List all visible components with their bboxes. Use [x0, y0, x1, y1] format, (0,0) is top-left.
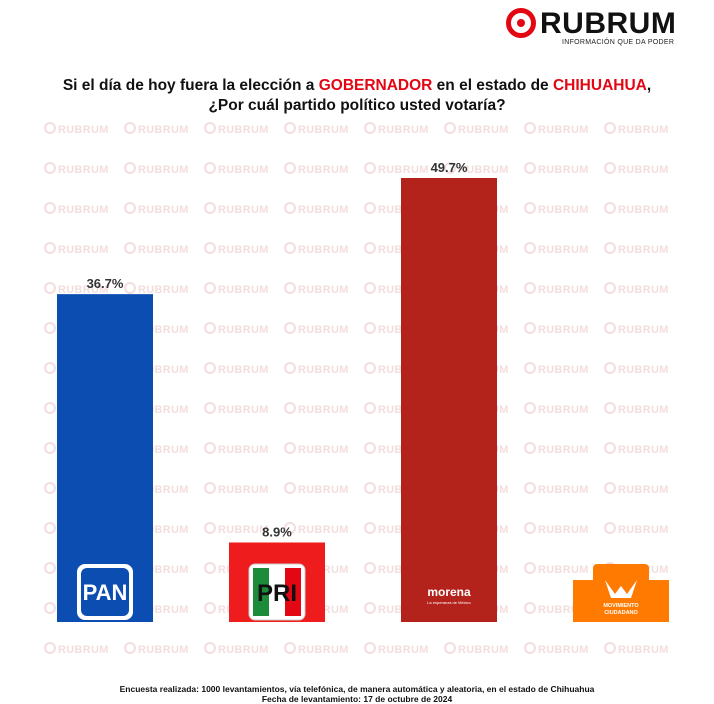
watermark-text: RUBRUM [204, 202, 269, 216]
watermark-text: RUBRUM [124, 122, 189, 136]
question-line-1: Si el día de hoy fuera la elección a GOB… [0, 76, 714, 96]
pri-logo-green [253, 568, 269, 616]
watermark-text: RUBRUM [124, 162, 189, 176]
watermark-text: RUBRUM [204, 442, 269, 456]
morena-logo-text: morena [427, 585, 471, 599]
watermark-text: RUBRUM [604, 162, 669, 176]
watermark-text: RUBRUM [604, 482, 669, 496]
question-office: GOBERNADOR [318, 77, 433, 94]
watermark-text: RUBRUM [284, 442, 349, 456]
footnote-method: Encuesta realizada: 1000 levantamientos,… [119, 684, 595, 694]
watermark-text: RUBRUM [204, 362, 269, 376]
watermark-text: RUBRUM [284, 162, 349, 176]
footnote-date: Fecha de levantamiento: 17 de octubre de… [261, 694, 453, 704]
watermark-text: RUBRUM [124, 202, 189, 216]
watermark-text: RUBRUM [444, 642, 509, 656]
watermark-text: RUBRUM [604, 642, 669, 656]
watermark-text: RUBRUM [124, 282, 189, 296]
watermark-text: RUBRUM [284, 242, 349, 256]
watermark-text: RUBRUM [524, 282, 589, 296]
pan-logo-inner [81, 568, 129, 616]
watermark-text: RUBRUM [364, 642, 429, 656]
watermark-text: RUBRUM [524, 362, 589, 376]
watermark-text: RUBRUM [44, 282, 109, 296]
question-line-2: ¿Por cuál partido político usted votaría… [208, 97, 506, 114]
pri-logo-text: PRI [257, 580, 297, 607]
watermark-text: RUBRUM [364, 122, 429, 136]
watermark-text: RUBRUM [44, 162, 109, 176]
watermark-text: RUBRUM [44, 642, 109, 656]
bar-morena [401, 178, 497, 622]
brand-name: RUBRUM [540, 7, 677, 40]
brand-circle-icon [506, 8, 536, 38]
watermark-text: RUBRUM [524, 162, 589, 176]
watermark-text: RUBRUM [44, 242, 109, 256]
watermark-text: RUBRUM [284, 202, 349, 216]
watermark-text: RUBRUM [204, 282, 269, 296]
watermark-text: RUBRUM [284, 122, 349, 136]
watermark-text: RUBRUM [604, 122, 669, 136]
watermark-text: RUBRUM [524, 482, 589, 496]
watermark-text: RUBRUM [284, 522, 349, 536]
data-label: 49.7% [431, 160, 468, 175]
watermark-text: RUBRUM [284, 362, 349, 376]
watermark-text: RUBRUM [204, 322, 269, 336]
brand-tagline: INFORMACIÓN QUE DA PODER [562, 39, 675, 46]
watermark-text: RUBRUM [524, 442, 589, 456]
watermark-text: RUBRUM [204, 482, 269, 496]
question-mid: en el estado de [432, 77, 553, 94]
data-label: 36.7% [87, 276, 124, 291]
watermark-text: RUBRUM [604, 402, 669, 416]
watermark-text: RUBRUM [444, 162, 509, 176]
watermark-text: RUBRUM [604, 522, 669, 536]
pri-logo-red [285, 568, 301, 616]
watermark-text: RUBRUM [364, 162, 429, 176]
watermark-text: RUBRUM [524, 322, 589, 336]
watermark-text: RUBRUM [524, 122, 589, 136]
watermark-text: RUBRUM [524, 522, 589, 536]
question-state: CHIHUAHUA [552, 77, 647, 94]
watermark-text: RUBRUM [604, 242, 669, 256]
watermark-text: RUBRUM [204, 242, 269, 256]
watermark-text: RUBRUM [524, 562, 589, 576]
watermark-text: RUBRUM [604, 442, 669, 456]
watermark-text: RUBRUM [204, 162, 269, 176]
watermark-text: RUBRUM [284, 322, 349, 336]
watermark-text: RUBRUM [204, 522, 269, 536]
watermark-text: RUBRUM [524, 402, 589, 416]
data-label: 8.9% [262, 524, 292, 539]
question-pre: Si el día de hoy fuera la elección a [62, 77, 319, 94]
mc-logo-text-2: CIUDADANO [604, 610, 638, 616]
watermark-text: RUBRUM [604, 362, 669, 376]
survey-footnote: Encuesta realizada: 1000 levantamientos,… [0, 684, 714, 704]
pan-logo-text: PAN [83, 580, 128, 605]
watermark-text: RUBRUM [524, 642, 589, 656]
morena-logo-subtext: La esperanza de México [427, 600, 471, 605]
eagle-icon [605, 580, 637, 598]
question-post: , [646, 77, 652, 94]
watermark-text: RUBRUM [44, 202, 109, 216]
watermark-text: RUBRUM [124, 642, 189, 656]
watermark-text: RUBRUM [204, 122, 269, 136]
mc-logo-text-1: MOVIMIENTO [603, 603, 639, 609]
watermark-text: RUBRUM [124, 242, 189, 256]
brand-logo: RUBRUM INFORMACIÓN QUE DA PODER [506, 6, 706, 48]
watermark-text: RUBRUM [44, 122, 109, 136]
watermark-text: RUBRUM [284, 402, 349, 416]
watermark-text: RUBRUM [444, 122, 509, 136]
watermark-text: RUBRUM [604, 282, 669, 296]
watermark-text: RUBRUM [284, 642, 349, 656]
watermark-text: RUBRUM [284, 482, 349, 496]
watermark-text: RUBRUM [604, 202, 669, 216]
watermark-text: RUBRUM [524, 202, 589, 216]
morena-logo [421, 564, 477, 620]
watermark-text: RUBRUM [604, 322, 669, 336]
watermark-text: RUBRUM [524, 242, 589, 256]
watermark-text: RUBRUM [204, 402, 269, 416]
pri-logo-white [269, 568, 285, 616]
survey-question: Si el día de hoy fuera la elección a GOB… [0, 76, 714, 116]
watermark-text: RUBRUM [204, 642, 269, 656]
watermark-text: RUBRUM [284, 282, 349, 296]
